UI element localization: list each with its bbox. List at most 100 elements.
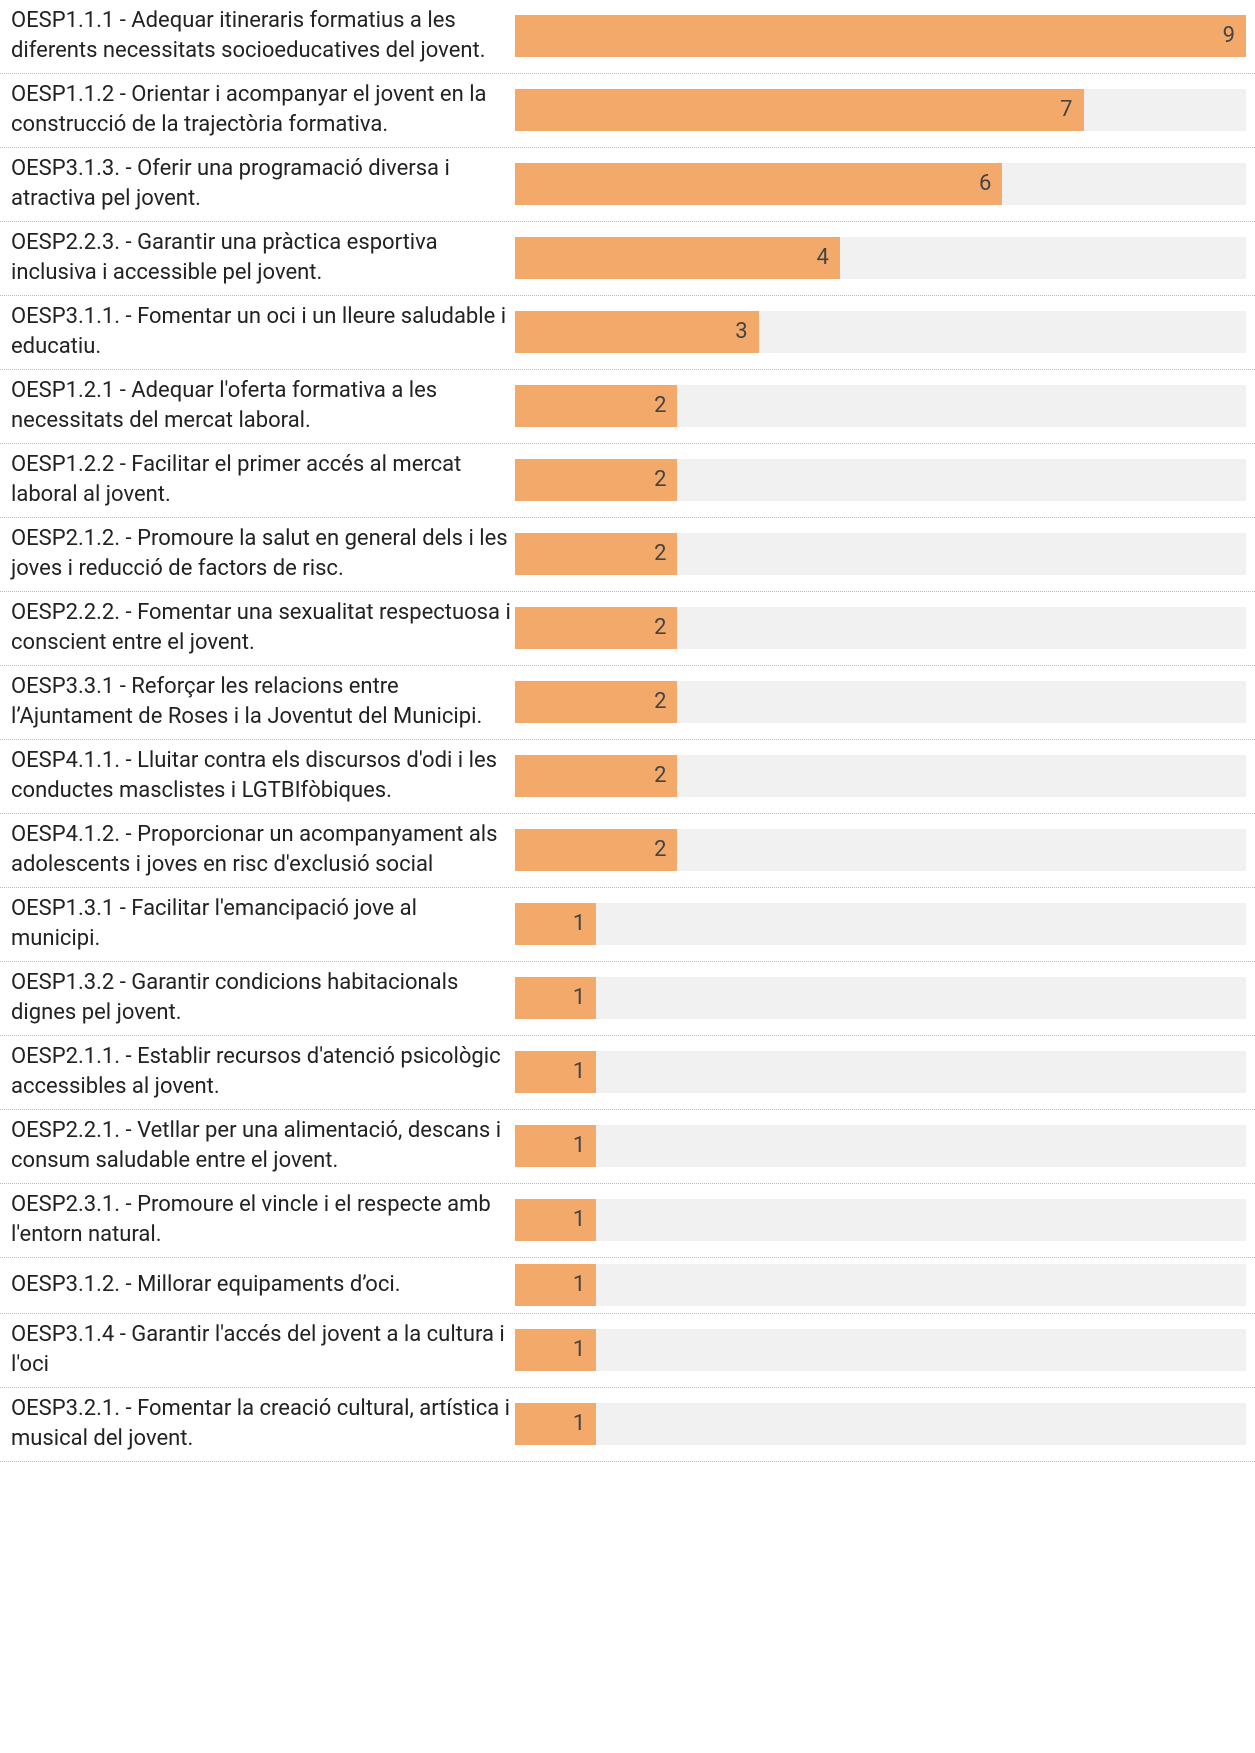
category-label: OESP3.1.2. - Millorar equipaments d’oci. xyxy=(11,1272,401,1297)
value-label: 1 xyxy=(572,1133,586,1158)
bar-track: 9 xyxy=(515,15,1246,57)
category-label: OESP1.3.2 - Garantir condicions habitaci… xyxy=(11,970,459,1025)
row: OESP2.2.1. - Vetllar per una alimentació… xyxy=(0,1110,1255,1184)
category-label: OESP2.1.1. - Establir recursos d'atenció… xyxy=(11,1044,501,1099)
bar xyxy=(515,977,597,1019)
category-label: OESP1.1.2 - Orientar i acompanyar el jov… xyxy=(11,82,487,137)
row: OESP2.2.2. - Fomentar una sexualitat res… xyxy=(0,592,1255,666)
bar xyxy=(515,1264,597,1306)
value-label: 2 xyxy=(654,615,667,640)
value-label: 6 xyxy=(978,171,992,196)
bar-track: 1 xyxy=(515,1329,1246,1371)
value-label: 2 xyxy=(654,689,667,714)
value-label: 9 xyxy=(1222,23,1235,48)
bar-track: 3 xyxy=(515,311,1246,353)
category-label: OESP2.2.1. - Vetllar per una alimentació… xyxy=(11,1118,502,1173)
bar-track: 1 xyxy=(515,1199,1246,1241)
bar xyxy=(515,1199,597,1241)
value-label: 2 xyxy=(654,393,667,418)
value-label: 3 xyxy=(735,319,748,344)
value-label: 1 xyxy=(572,1411,586,1436)
bar xyxy=(515,237,840,279)
row: OESP1.3.1 - Facilitar l'emancipació jove… xyxy=(0,888,1255,962)
row: OESP1.1.2 - Orientar i acompanyar el jov… xyxy=(0,74,1255,148)
row: OESP1.2.1 - Adequar l'oferta formativa a… xyxy=(0,370,1255,444)
bar-track: 1 xyxy=(515,1264,1246,1306)
category-label: OESP2.2.2. - Fomentar una sexualitat res… xyxy=(11,600,511,655)
value-label: 1 xyxy=(572,985,586,1010)
category-label: OESP2.1.2. - Promoure la salut en genera… xyxy=(11,526,508,581)
bar-track: 1 xyxy=(515,1051,1246,1093)
bar xyxy=(515,311,759,353)
bar xyxy=(515,15,1246,57)
value-label: 1 xyxy=(572,1337,586,1362)
value-label: 1 xyxy=(572,1272,586,1297)
bar-track: 2 xyxy=(515,755,1246,797)
row: OESP3.3.1 - Reforçar les relacions entre… xyxy=(0,666,1255,740)
bar xyxy=(515,1329,597,1371)
row: OESP3.2.1. - Fomentar la creació cultura… xyxy=(0,1388,1255,1462)
bar xyxy=(515,903,597,945)
category-label: OESP1.2.2 - Facilitar el primer accés al… xyxy=(11,452,462,507)
row: OESP4.1.2. - Proporcionar un acompanyame… xyxy=(0,814,1255,888)
category-label: OESP3.3.1 - Reforçar les relacions entre… xyxy=(11,674,483,729)
bar xyxy=(515,755,678,797)
bar-track: 2 xyxy=(515,533,1246,575)
category-label: OESP1.1.1 - Adequar itineraris formatius… xyxy=(11,8,486,63)
bar xyxy=(515,89,1084,131)
bar xyxy=(515,681,678,723)
category-label: OESP1.3.1 - Facilitar l'emancipació jove… xyxy=(11,896,417,951)
bar xyxy=(515,459,678,501)
row: OESP1.2.2 - Facilitar el primer accés al… xyxy=(0,444,1255,518)
category-label: OESP3.1.3. - Oferir una programació dive… xyxy=(11,156,450,211)
value-label: 4 xyxy=(816,245,829,270)
bar xyxy=(515,533,678,575)
category-label: OESP3.2.1. - Fomentar la creació cultura… xyxy=(11,1396,511,1451)
value-label: 2 xyxy=(654,763,667,788)
bar xyxy=(515,607,678,649)
bar-track: 2 xyxy=(515,681,1246,723)
category-label: OESP4.1.2. - Proporcionar un acompanyame… xyxy=(11,822,498,877)
value-label: 1 xyxy=(572,911,586,936)
bar-track: 1 xyxy=(515,903,1246,945)
row: OESP3.1.1. - Fomentar un oci i un lleure… xyxy=(0,296,1255,370)
value-label: 1 xyxy=(572,1207,586,1232)
row: OESP3.1.4 - Garantir l'accés del jovent … xyxy=(0,1314,1255,1388)
bar-track: 1 xyxy=(515,1403,1246,1445)
category-label: OESP2.3.1. - Promoure el vincle i el res… xyxy=(11,1192,491,1247)
bar-track: 1 xyxy=(515,1125,1246,1167)
bar-track: 2 xyxy=(515,607,1246,649)
category-label: OESP1.2.1 - Adequar l'oferta formativa a… xyxy=(11,378,438,433)
bar xyxy=(515,1051,597,1093)
value-label: 7 xyxy=(1060,97,1073,122)
bar xyxy=(515,1403,597,1445)
category-label: OESP4.1.1. - Lluitar contra els discurso… xyxy=(11,748,497,803)
row: OESP3.1.2. - Millorar equipaments d’oci.… xyxy=(0,1258,1255,1314)
row: OESP2.3.1. - Promoure el vincle i el res… xyxy=(0,1184,1255,1258)
row: OESP2.2.3. - Garantir una pràctica espor… xyxy=(0,222,1255,296)
category-label: OESP2.2.3. - Garantir una pràctica espor… xyxy=(11,230,438,285)
bar-track: 4 xyxy=(515,237,1246,279)
row: OESP3.1.3. - Oferir una programació dive… xyxy=(0,148,1255,222)
bar xyxy=(515,385,678,427)
bar-track: 1 xyxy=(515,977,1246,1019)
value-label: 2 xyxy=(654,541,667,566)
value-label: 1 xyxy=(572,1059,586,1084)
bar xyxy=(515,163,1003,205)
bar-track: 6 xyxy=(515,163,1246,205)
bar xyxy=(515,829,678,871)
category-label: OESP3.1.1. - Fomentar un oci i un lleure… xyxy=(11,304,507,359)
bar-track: 2 xyxy=(515,385,1246,427)
row: OESP4.1.1. - Lluitar contra els discurso… xyxy=(0,740,1255,814)
bar-track: 2 xyxy=(515,459,1246,501)
row: OESP1.1.1 - Adequar itineraris formatius… xyxy=(0,0,1255,74)
value-label: 2 xyxy=(654,837,667,862)
bar-track: 7 xyxy=(515,89,1246,131)
bar-track: 2 xyxy=(515,829,1246,871)
category-label: OESP3.1.4 - Garantir l'accés del jovent … xyxy=(11,1322,505,1377)
value-label: 2 xyxy=(654,467,667,492)
bar xyxy=(515,1125,597,1167)
row: OESP1.3.2 - Garantir condicions habitaci… xyxy=(0,962,1255,1036)
row: OESP2.1.1. - Establir recursos d'atenció… xyxy=(0,1036,1255,1110)
